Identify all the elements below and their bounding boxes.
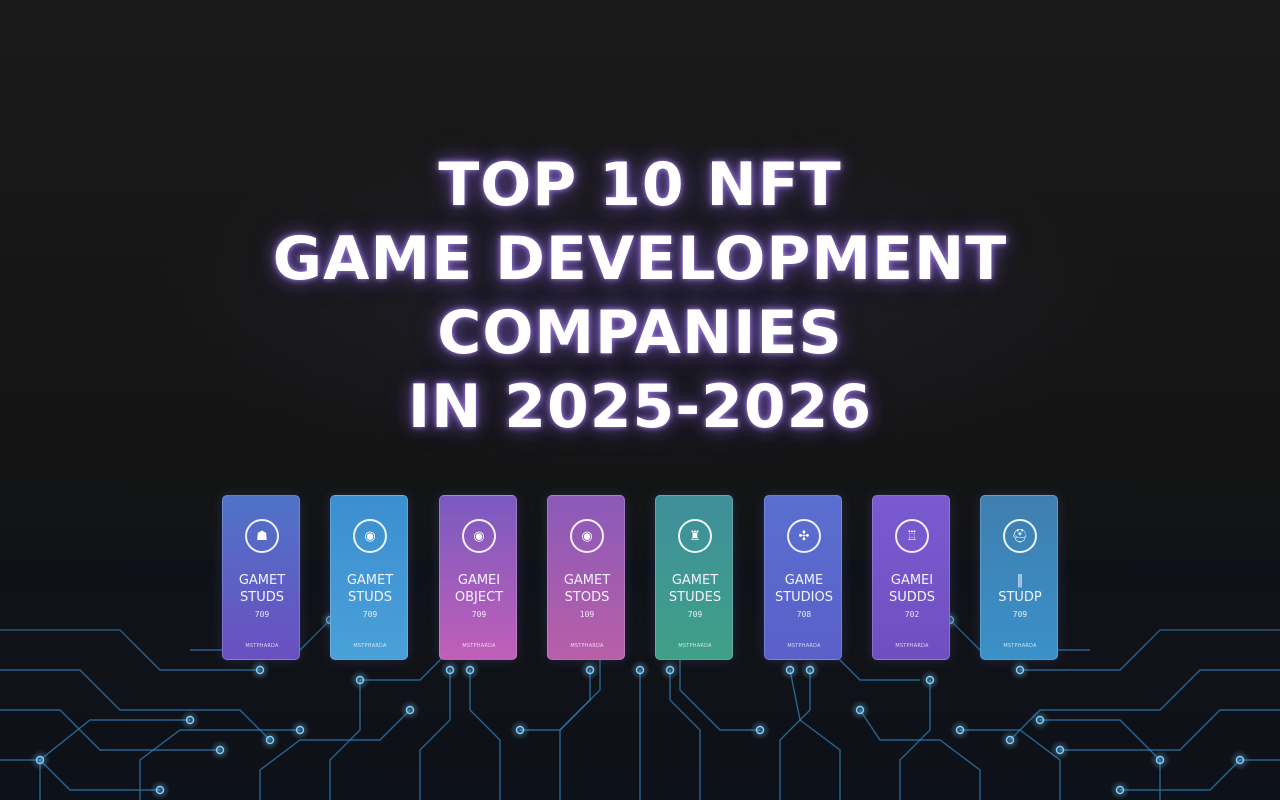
title-line-4: IN 2025-2026 <box>407 372 873 442</box>
castle-icon: ♜ <box>678 519 712 553</box>
card-number: 709 <box>687 610 703 619</box>
card-number: 709 <box>471 610 487 619</box>
card-number: 702 <box>904 610 920 619</box>
card-number: 709 <box>1012 610 1028 619</box>
target-icon: ◉ <box>462 519 496 553</box>
card-title: GAMET STODS <box>563 573 611 605</box>
card-footer: MSTPHARDA <box>245 643 279 649</box>
card-title: GAMEI OBJECT <box>454 573 504 605</box>
card-footer: MSTPHARDA <box>787 643 821 649</box>
card-footer: MSTPHARDA <box>895 643 929 649</box>
card-footer: MSTPHARDA <box>462 643 496 649</box>
company-card[interactable]: ◉ GAMET STUDS 709 MSTPHARDA <box>330 495 408 660</box>
card-title: GAMET STUDS <box>238 573 286 605</box>
company-card[interactable]: ◉ GAMET STODS 109 MSTPHARDA <box>547 495 625 660</box>
card-title: GAME STUDIOS <box>774 573 834 605</box>
card-number: 709 <box>362 610 378 619</box>
card-footer: MSTPHARDA <box>1003 643 1037 649</box>
title-line-1: TOP 10 NFT <box>438 150 842 220</box>
circuit-board-graphic <box>0 560 1280 800</box>
card-footer: MSTPHARDA <box>570 643 604 649</box>
company-card[interactable]: ⛑ ‖ STUDP 709 MSTPHARDA <box>980 495 1058 660</box>
card-number: 708 <box>796 610 812 619</box>
company-card[interactable]: ◉ GAMEI OBJECT 709 MSTPHARDA <box>439 495 517 660</box>
card-title: ‖ STUDP <box>998 573 1042 605</box>
target-icon: ◉ <box>353 519 387 553</box>
card-title: GAMET STUDES <box>668 573 722 605</box>
page-title: TOP 10 NFT GAME DEVELOPMENT COMPANIES IN… <box>0 148 1280 444</box>
controller-icon: ✣ <box>787 519 821 553</box>
card-number: 709 <box>254 610 270 619</box>
company-card[interactable]: ☗ GAMET STUDS 709 MSTPHARDA <box>222 495 300 660</box>
card-title: GAMEI SUDDS <box>888 573 936 605</box>
title-line-3: COMPANIES <box>437 298 843 368</box>
card-footer: MSTPHARDA <box>678 643 712 649</box>
helmet-icon: ⛑ <box>1003 519 1037 553</box>
card-footer: MSTPHARDA <box>353 643 387 649</box>
company-card[interactable]: ✣ GAME STUDIOS 708 MSTPHARDA <box>764 495 842 660</box>
card-number: 109 <box>579 610 595 619</box>
gamepad-icon: ☗ <box>245 519 279 553</box>
company-card[interactable]: ♜ GAMET STUDES 709 MSTPHARDA <box>655 495 733 660</box>
company-card[interactable]: ♖ GAMEI SUDDS 702 MSTPHARDA <box>872 495 950 660</box>
target-icon: ◉ <box>570 519 604 553</box>
company-cards: ☗ GAMET STUDS 709 MSTPHARDA ◉ GAMET STUDS 709 M… <box>222 495 1058 660</box>
title-line-2: GAME DEVELOPMENT <box>272 224 1008 294</box>
card-title: GAMET STUDS <box>346 573 394 605</box>
castle-icon: ♖ <box>895 519 929 553</box>
